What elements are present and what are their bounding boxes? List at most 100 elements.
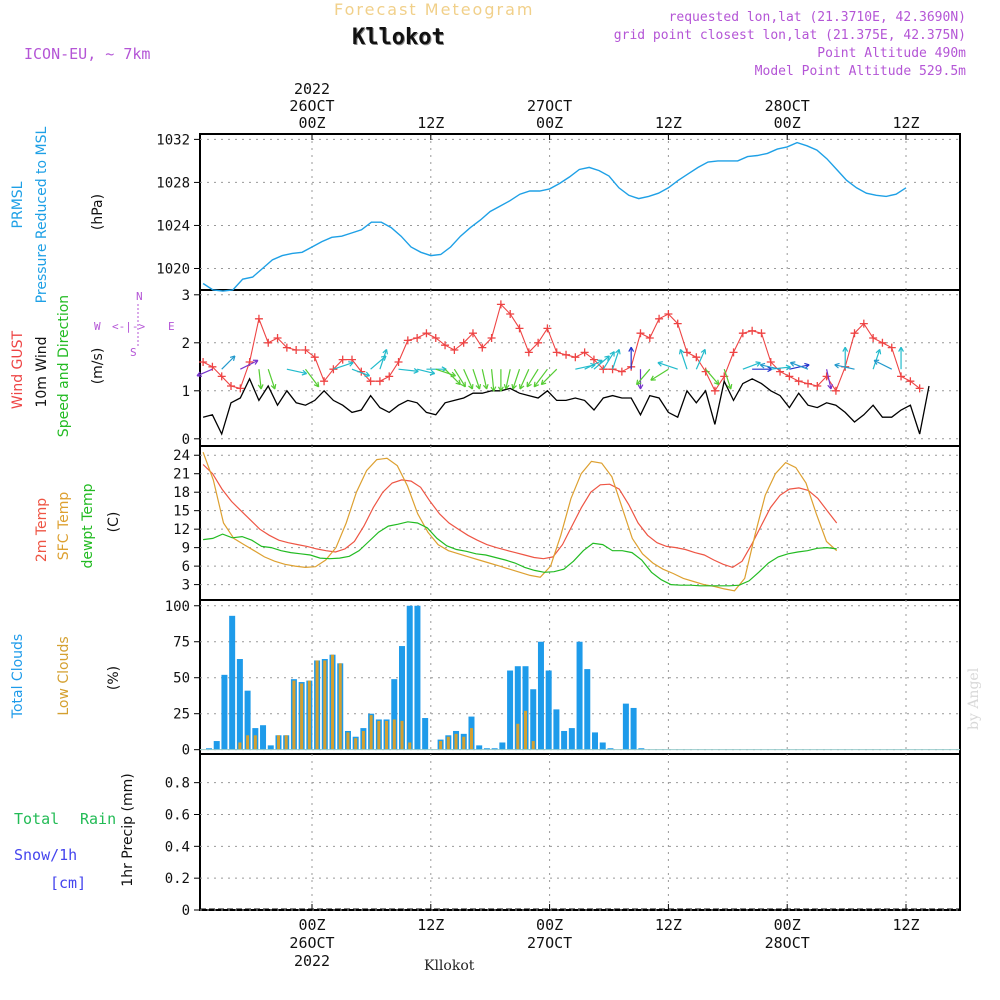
low-cloud-bar — [253, 735, 257, 750]
temperature-series: 3 6 9 12 15 18 21 24 — [173, 448, 960, 594]
bottom-tick-label: 00Z — [774, 916, 801, 934]
gust-marker — [766, 358, 775, 366]
wind-arrow — [695, 349, 706, 370]
gust-marker — [254, 314, 263, 323]
wind-arrow — [611, 349, 620, 370]
total-cloud-bar — [530, 689, 537, 750]
wind-arrow-head — [301, 369, 308, 376]
wind-arrow-head — [460, 381, 466, 388]
panel-frame — [199, 445, 961, 601]
y-tick-label: 18 — [173, 485, 190, 501]
y-tick-label: 50 — [173, 671, 190, 687]
precip-legend-snow: Snow/1h — [14, 846, 77, 864]
gust-marker — [366, 377, 375, 386]
y-tick-label: 75 — [173, 635, 190, 651]
temp-ylabel-3: dewpt Temp — [80, 483, 96, 568]
gust-marker — [320, 377, 329, 386]
wind-arrow-head — [475, 383, 482, 390]
gust-marker — [217, 372, 226, 381]
model-altitude: Model Point Altitude 529.5m — [754, 64, 966, 79]
precip-series: 0 0.2 0.4 0.6 0.8 — [165, 776, 960, 919]
total-cloud-bar — [584, 669, 591, 750]
wind-arrow — [472, 369, 481, 390]
wind-arrow-head — [726, 383, 733, 390]
y-tick-label: 1 — [182, 384, 190, 400]
sfc-temp-line — [202, 451, 838, 592]
gust-marker — [403, 336, 412, 345]
wind-arrow-head — [455, 379, 462, 386]
bottom-tick-label: 00Z — [536, 916, 563, 934]
low-cloud-bar — [377, 720, 381, 750]
cloud-ylabel-1: Total Clouds — [10, 634, 26, 719]
total-cloud-bar — [607, 748, 614, 750]
wind-arrow — [398, 368, 419, 372]
panel-frame — [199, 753, 961, 911]
station-title: Kllokot — [352, 25, 445, 50]
total-cloud-bar — [244, 690, 251, 750]
bottom-tick-label: 00Z — [298, 916, 325, 934]
gust-marker — [199, 358, 208, 366]
y-tick-label: 3 — [182, 288, 190, 304]
gust-marker — [385, 372, 394, 381]
low-cloud-bar — [338, 663, 342, 750]
total-cloud-bar — [507, 670, 514, 750]
wind-arrow — [826, 369, 832, 390]
low-cloud-bar — [400, 720, 404, 750]
gust-marker — [673, 319, 682, 328]
total-cloud-bar — [483, 748, 490, 750]
wind-arrow-head — [628, 346, 635, 352]
low-cloud-bar — [238, 742, 242, 750]
total-cloud-bar — [537, 641, 544, 750]
y-tick-label: 0.4 — [165, 839, 190, 855]
wind-arrow-head — [827, 384, 833, 390]
wind-arrow — [221, 355, 236, 370]
wind-arrow-head — [450, 371, 456, 378]
gust-marker — [292, 346, 301, 354]
y-tick-label: 21 — [173, 467, 190, 483]
pressure-line — [202, 141, 907, 292]
gust-marker — [710, 386, 719, 395]
y-tick-label: 0.6 — [165, 807, 190, 823]
wind-ylabel-1: Wind GUST — [10, 330, 26, 409]
bottom-tick-label: 12Z — [655, 916, 682, 934]
wind-arrow-head — [503, 384, 510, 390]
total-cloud-bar — [236, 659, 243, 750]
gust-marker — [803, 379, 812, 388]
gust-marker — [571, 353, 580, 362]
gust-marker — [413, 334, 422, 342]
bottom-tick-label: 12Z — [417, 916, 444, 934]
wind-arrow-head — [804, 362, 810, 369]
wind-arrow-head — [636, 379, 642, 386]
top-tick-label: 27OCT — [527, 97, 572, 115]
wind-arrow — [650, 368, 669, 381]
total-cloud-bar — [491, 748, 498, 750]
total-cloud-bar — [630, 707, 637, 750]
low-cloud-bar — [469, 728, 473, 750]
wind-arrow-head — [759, 362, 766, 369]
wind-arrow — [416, 368, 435, 375]
low-cloud-bar — [385, 720, 389, 750]
cloud-ylabel-2: Low Clouds — [56, 636, 72, 715]
panel-frame — [199, 133, 961, 291]
precip-ylabel: 1hr Precip (mm) — [120, 773, 136, 886]
total-cloud-bar — [599, 742, 606, 750]
total-cloud-bar — [561, 730, 568, 750]
total-cloud-bar — [568, 728, 575, 750]
gust-marker — [869, 334, 878, 342]
wind-arrow — [540, 368, 558, 386]
total-cloud-bar — [499, 742, 506, 750]
gust-line — [202, 303, 921, 393]
total-cloud-bar — [514, 666, 521, 750]
wind-arrow-head — [789, 361, 796, 367]
gust-marker — [664, 310, 673, 318]
gust-marker — [850, 329, 859, 338]
total-cloud-bar — [545, 670, 552, 750]
wind-arrow-head — [511, 383, 517, 390]
gust-marker — [478, 343, 487, 352]
gust-marker — [794, 377, 803, 386]
wind-arrow — [304, 368, 320, 388]
low-cloud-bar — [354, 738, 358, 750]
gust-marker — [534, 338, 543, 347]
wind-arrow — [834, 364, 855, 370]
wind-arrow-head — [650, 375, 656, 381]
